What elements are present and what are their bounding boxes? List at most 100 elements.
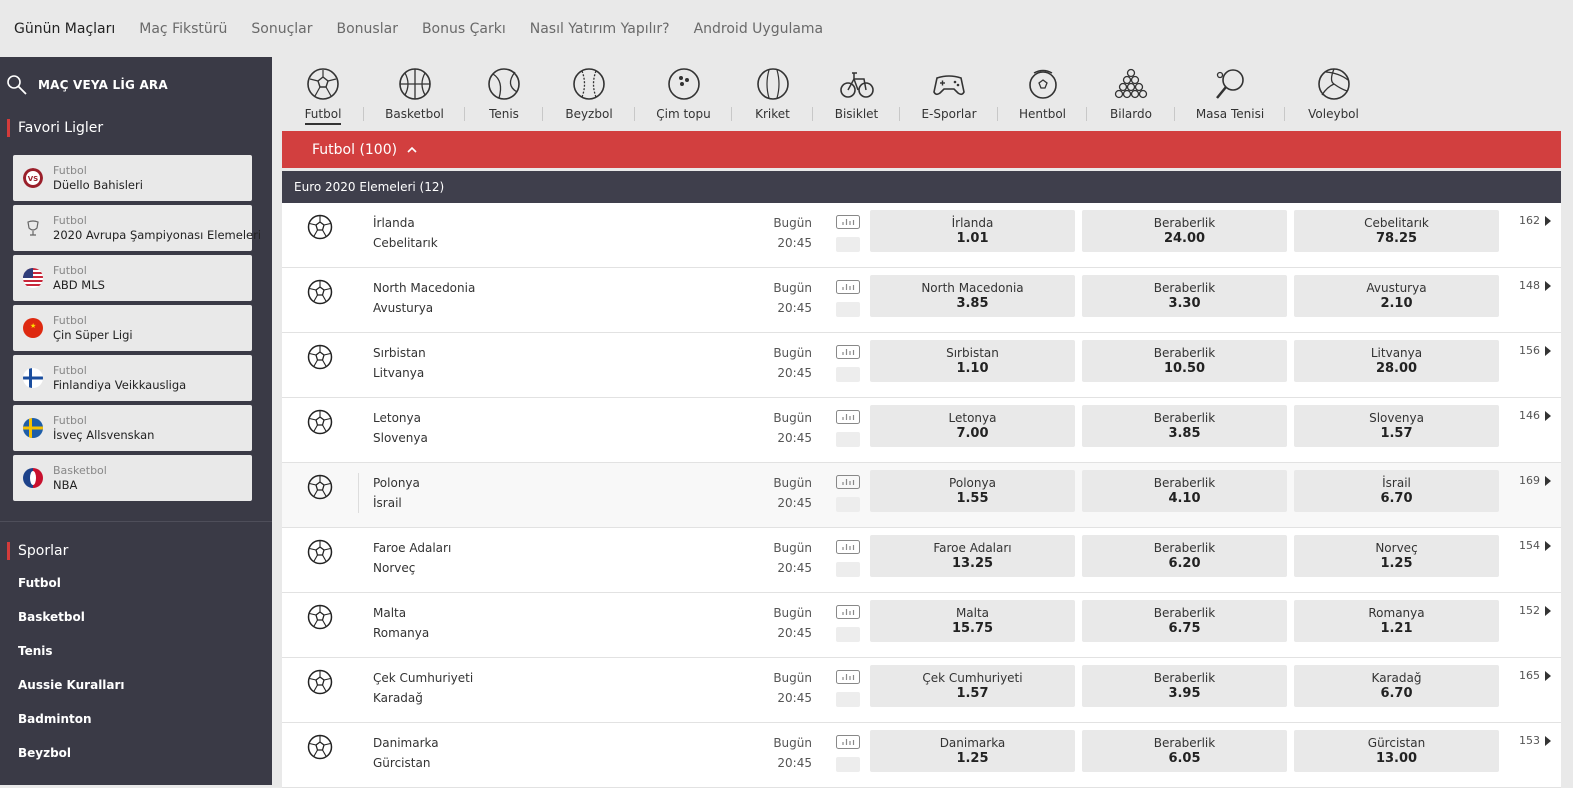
more-markets-count: 162 [1519,214,1540,227]
favorite-league-item[interactable]: Basketbol NBA [13,455,252,501]
sport-tab-tenis[interactable]: Tenis [465,57,543,128]
away-team: Litvanya [373,366,425,380]
sidebar-sport-badminton[interactable]: Badminton [18,712,92,726]
match-teams[interactable]: Malta Romanya [373,603,429,643]
statistics-icon[interactable] [836,475,860,489]
odd-home-button[interactable]: Faroe Adaları 13.25 [870,535,1075,577]
sport-tab-beyzbol[interactable]: Beyzbol [543,57,635,128]
odd-home-button[interactable]: İrlanda 1.01 [870,210,1075,252]
odd-away-button[interactable]: Slovenya 1.57 [1294,405,1499,447]
odd-away-button[interactable]: Avusturya 2.10 [1294,275,1499,317]
league-header[interactable]: Euro 2020 Elemeleri (12) [282,171,1561,203]
match-teams[interactable]: Danimarka Gürcistan [373,733,439,773]
caret-right-icon [1545,605,1551,616]
statistics-icon[interactable] [836,735,860,749]
nav-bonuses[interactable]: Bonuslar [336,20,398,37]
sport-section-header[interactable]: Futbol (100) [282,131,1561,168]
favorite-league-item[interactable]: ★ Futbol Çin Süper Ligi [13,305,252,351]
odd-away-button[interactable]: Litvanya 28.00 [1294,340,1499,382]
statistics-icon[interactable] [836,410,860,424]
statistics-icon[interactable] [836,540,860,554]
sport-tab-bilardo[interactable]: Bilardo [1087,57,1175,128]
sport-tab-basketbol[interactable]: Basketbol [364,57,465,128]
sport-tab-kriket[interactable]: Kriket [732,57,813,128]
odd-home-button[interactable]: North Macedonia 3.85 [870,275,1075,317]
statistics-icon[interactable] [836,670,860,684]
more-markets-link[interactable]: 146 [1519,409,1551,422]
odd-away-button[interactable]: Gürcistan 13.00 [1294,730,1499,772]
nav-fixtures[interactable]: Maç Fikstürü [139,20,228,37]
odd-away-button[interactable]: İsrail 6.70 [1294,470,1499,512]
odd-home-button[interactable]: Çek Cumhuriyeti 1.57 [870,665,1075,707]
tab-separator [899,107,900,121]
statistics-icon[interactable] [836,280,860,294]
match-teams[interactable]: Faroe Adaları Norveç [373,538,451,578]
match-day: Bugün [773,671,812,685]
favorite-league-item[interactable]: Futbol Finlandiya Veikkausliga [13,355,252,401]
match-teams[interactable]: Sırbistan Litvanya [373,343,426,383]
odd-draw-button[interactable]: Beraberlik 10.50 [1082,340,1287,382]
more-markets-link[interactable]: 152 [1519,604,1551,617]
sidebar-sport-tenis[interactable]: Tenis [18,644,53,658]
more-markets-link[interactable]: 154 [1519,539,1551,552]
odd-draw-button[interactable]: Beraberlik 24.00 [1082,210,1287,252]
match-teams[interactable]: North Macedonia Avusturya [373,278,475,318]
sidebar-sport-aussie-rules[interactable]: Aussie Kuralları [18,678,125,692]
nav-todays-matches[interactable]: Günün Maçları [14,20,116,37]
odd-home-button[interactable]: Polonya 1.55 [870,470,1075,512]
match-teams[interactable]: İrlanda Cebelitarık [373,213,438,253]
more-markets-link[interactable]: 153 [1519,734,1551,747]
statistics-icon[interactable] [836,345,860,359]
odd-home-button[interactable]: Malta 15.75 [870,600,1075,642]
sport-tab-futbol[interactable]: Futbol [282,57,364,128]
odd-home-button[interactable]: Danimarka 1.25 [870,730,1075,772]
more-markets-link[interactable]: 169 [1519,474,1551,487]
sidebar-sport-beyzbol[interactable]: Beyzbol [18,746,72,760]
basketball-icon [398,68,431,100]
odd-home-label: Polonya [949,475,996,490]
search-match-or-league[interactable]: MAÇ VEYA LİG ARA [0,57,272,113]
sport-tab-e-sporlar[interactable]: E-Sporlar [900,57,998,128]
odd-home-button[interactable]: Sırbistan 1.10 [870,340,1075,382]
odd-draw-button[interactable]: Beraberlik 6.20 [1082,535,1287,577]
nav-results[interactable]: Sonuçlar [251,20,313,37]
odd-draw-button[interactable]: Beraberlik 3.85 [1082,405,1287,447]
odd-away-button[interactable]: Norveç 1.25 [1294,535,1499,577]
favorite-league-item[interactable]: Futbol İsveç Allsvenskan [13,405,252,451]
more-markets-link[interactable]: 165 [1519,669,1551,682]
favorite-league-item[interactable]: Futbol 2020 Avrupa Şampiyonası Elemeleri [13,205,261,251]
match-time: 20:45 [777,756,812,770]
odd-draw-button[interactable]: Beraberlik 3.95 [1082,665,1287,707]
live-indicator-box [836,432,860,447]
match-teams[interactable]: Çek Cumhuriyeti Karadağ [373,668,473,708]
statistics-icon[interactable] [836,215,860,229]
odd-draw-button[interactable]: Beraberlik 6.75 [1082,600,1287,642]
nav-bonus-wheel[interactable]: Bonus Çarkı [421,20,506,37]
sport-tab-masa-tenisi[interactable]: Masa Tenisi [1175,57,1285,128]
favorite-league-item[interactable]: VS Futbol Düello Bahisleri [13,155,252,201]
odd-away-button[interactable]: Cebelitarık 78.25 [1294,210,1499,252]
odd-draw-value: 3.85 [1168,425,1201,441]
favorite-league-item[interactable]: Futbol ABD MLS [13,255,252,301]
odd-draw-button[interactable]: Beraberlik 4.10 [1082,470,1287,512]
odd-away-button[interactable]: Romanya 1.21 [1294,600,1499,642]
sport-tab-hentbol[interactable]: Hentbol [998,57,1087,128]
home-team: Faroe Adaları [373,541,452,555]
statistics-icon[interactable] [836,605,860,619]
sidebar-sport-futbol[interactable]: Futbol [18,576,61,590]
nav-android-app[interactable]: Android Uygulama [693,20,824,37]
odd-draw-button[interactable]: Beraberlik 6.05 [1082,730,1287,772]
sport-tab-voleybol[interactable]: Voleybol [1285,57,1382,128]
more-markets-link[interactable]: 148 [1519,279,1551,292]
more-markets-link[interactable]: 162 [1519,214,1551,227]
sport-tab--im-topu[interactable]: Çim topu [635,57,732,128]
odd-away-button[interactable]: Karadağ 6.70 [1294,665,1499,707]
more-markets-link[interactable]: 156 [1519,344,1551,357]
nav-how-to-deposit[interactable]: Nasıl Yatırım Yapılır? [529,20,670,37]
odd-draw-button[interactable]: Beraberlik 3.30 [1082,275,1287,317]
match-teams[interactable]: Letonya Slovenya [373,408,428,448]
odd-home-button[interactable]: Letonya 7.00 [870,405,1075,447]
sport-tab-bisiklet[interactable]: Bisiklet [813,57,900,128]
sidebar-sport-basketbol[interactable]: Basketbol [18,610,85,624]
match-teams[interactable]: Polonya İsrail [358,473,420,513]
